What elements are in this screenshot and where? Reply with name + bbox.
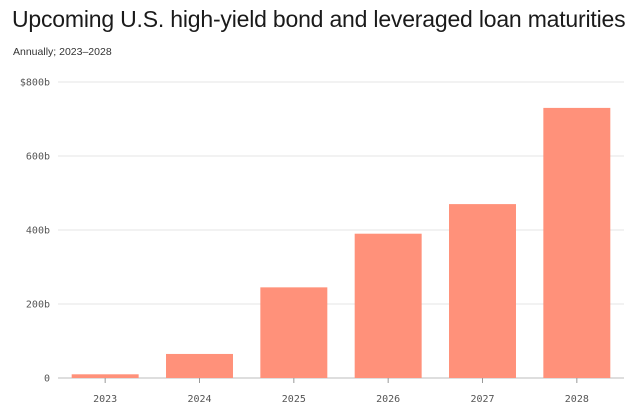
- x-tick-label: 2024: [187, 394, 211, 405]
- y-axis-ticks: 0 200b 400b 600b $800b: [20, 78, 50, 385]
- y-tick-label: $800b: [20, 78, 50, 89]
- bar-2026: [354, 233, 422, 378]
- y-tick-label: 600b: [26, 152, 50, 163]
- y-tick-label: 400b: [26, 226, 50, 237]
- chart-subtitle: Annually; 2023–2028: [13, 46, 112, 58]
- bar-2027: [449, 204, 516, 378]
- y-tick-label: 0: [44, 374, 50, 385]
- bar-2023: [71, 374, 139, 378]
- chart-title: Upcoming U.S. high-yield bond and levera…: [12, 6, 626, 32]
- x-tick-label: 2027: [470, 394, 494, 405]
- bar-2028: [543, 107, 611, 379]
- y-tick-label: 200b: [26, 300, 50, 311]
- gridlines: [58, 81, 624, 379]
- bars: [71, 107, 611, 379]
- bar-2025: [260, 287, 328, 378]
- x-tick-label: 2023: [93, 394, 117, 405]
- x-tick-label: 2026: [376, 394, 400, 405]
- bar-2024: [166, 353, 233, 378]
- x-tick-label: 2028: [565, 394, 589, 405]
- x-axis-ticks: 2023 2024 2025 2026 2027 2028: [93, 378, 589, 405]
- x-tick-label: 2025: [282, 394, 306, 405]
